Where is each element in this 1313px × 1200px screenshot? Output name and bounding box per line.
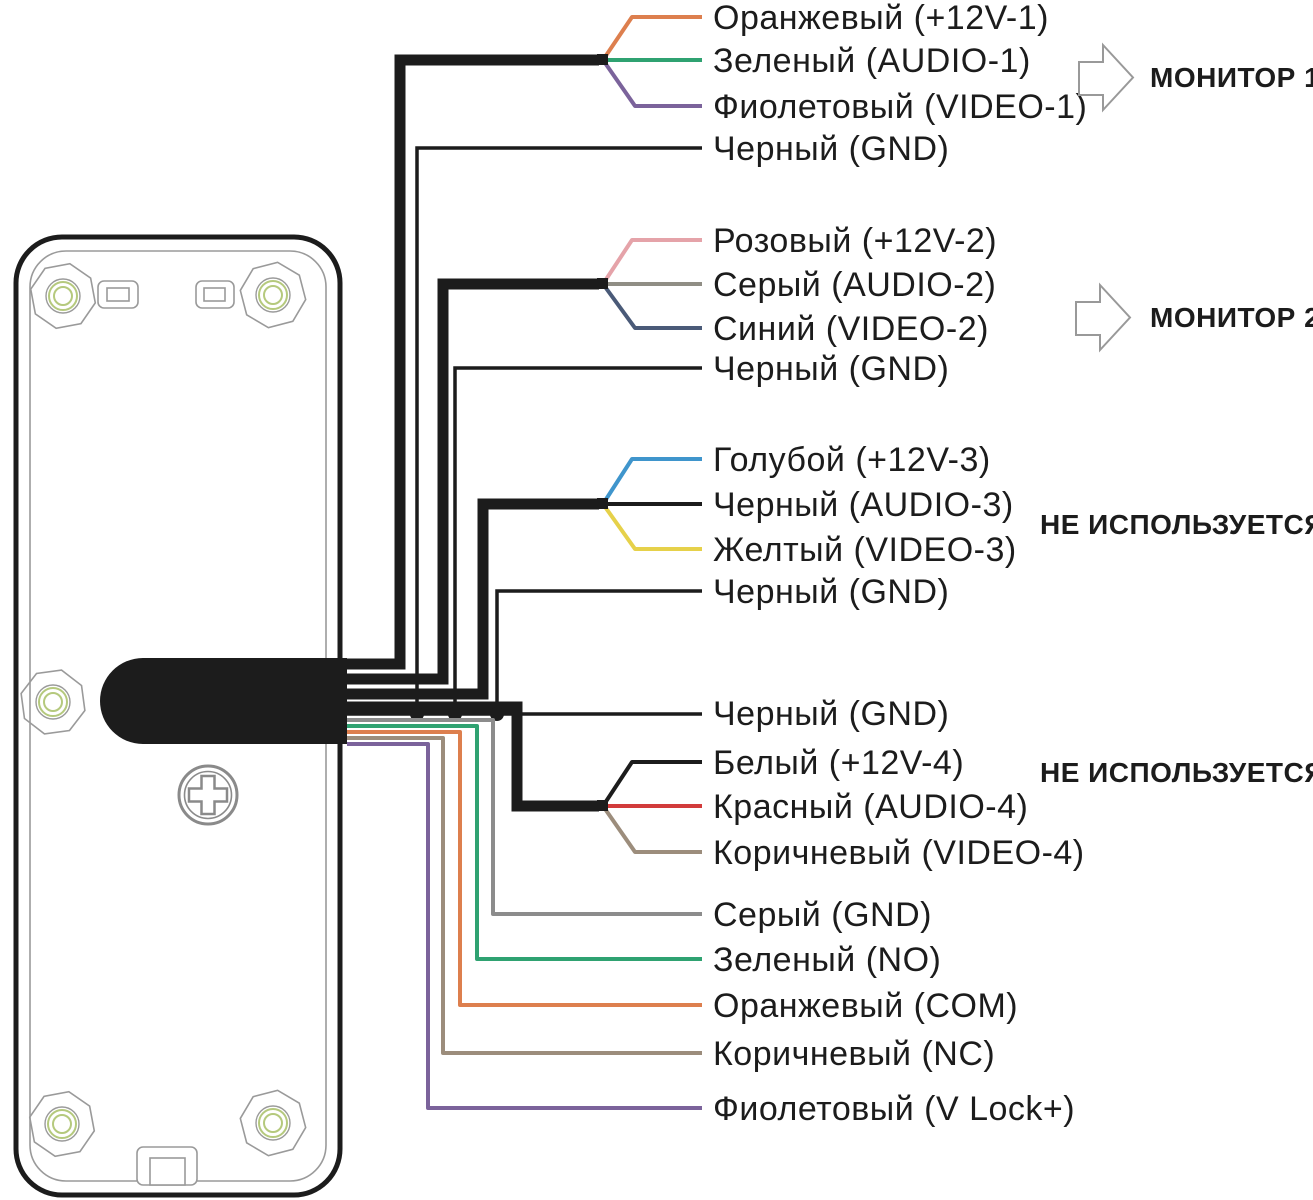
screw-boss-middle-left bbox=[20, 669, 86, 735]
cable bbox=[100, 658, 347, 744]
feeder-wire-group4 bbox=[347, 701, 599, 812]
wire-label: Коричневый (NC) bbox=[713, 1035, 995, 1073]
wire-label: Черный (AUDIO-3) bbox=[713, 486, 1014, 524]
wire-label: Розовый (+12V-2) bbox=[713, 222, 997, 260]
screw-boss-top-left bbox=[29, 262, 97, 330]
wire-blue-video2 bbox=[601, 282, 702, 330]
screw-boss-bottom-left bbox=[28, 1090, 96, 1158]
wire-label: Черный (GND) bbox=[713, 350, 949, 388]
panel-cutout-left bbox=[97, 280, 139, 309]
panel-cutout-right bbox=[195, 280, 235, 309]
wire-label: Черный (GND) bbox=[713, 695, 949, 733]
wire-brown-video4 bbox=[601, 804, 702, 854]
wire-brown-nc bbox=[347, 736, 702, 1055]
arrow-right-icon bbox=[1078, 42, 1135, 113]
phillips-screw bbox=[177, 764, 239, 826]
wire-label: Красный (AUDIO-4) bbox=[713, 788, 1028, 826]
wire-label: Голубой (+12V-3) bbox=[713, 441, 991, 479]
wire-pink-12v2 bbox=[601, 238, 702, 286]
junction-dot bbox=[490, 707, 504, 721]
wire-orange-12v1 bbox=[601, 15, 702, 62]
feeder-wire-monitor1 bbox=[347, 54, 599, 670]
wire-lightblue-12v3 bbox=[601, 457, 702, 506]
wire-white-12v4 bbox=[601, 760, 702, 808]
branch-nodes bbox=[597, 54, 608, 811]
gnd-junction-dots bbox=[410, 707, 504, 721]
wire-label: Коричневый (VIDEO-4) bbox=[713, 834, 1085, 872]
feeder-wire-group3 bbox=[347, 498, 599, 700]
wire-label: Черный (GND) bbox=[713, 573, 949, 611]
wire-violet-vlock bbox=[347, 742, 702, 1110]
wire-label: Белый (+12V-4) bbox=[713, 744, 964, 782]
panel-bottom-tab bbox=[136, 1146, 198, 1186]
wire-label: Зеленый (AUDIO-1) bbox=[713, 42, 1031, 80]
wire-green-no bbox=[347, 724, 702, 961]
wire-label: Фиолетовый (V Lock+) bbox=[713, 1090, 1075, 1128]
arrow-right-icon bbox=[1075, 282, 1132, 353]
branch-node bbox=[597, 498, 608, 509]
wire-label: Оранжевый (+12V-1) bbox=[713, 0, 1049, 37]
monitor1-callout: МОНИТОР 1 bbox=[1078, 42, 1313, 113]
screw-boss-bottom-right bbox=[239, 1089, 307, 1157]
junction-dot bbox=[410, 707, 424, 721]
wire-gnd-3 bbox=[495, 589, 702, 716]
phillips-cross bbox=[187, 774, 229, 816]
branch-node bbox=[597, 800, 608, 811]
wire-label: Фиолетовый (VIDEO-1) bbox=[713, 88, 1087, 126]
not-used-label-2: НЕ ИСПОЛЬЗУЕТСЯ bbox=[1040, 757, 1313, 788]
wire-orange-com bbox=[347, 730, 702, 1007]
feeder-wire-monitor2 bbox=[347, 278, 599, 685]
not-used-label-1: НЕ ИСПОЛЬЗУЕТСЯ bbox=[1040, 509, 1313, 540]
wire-label: Оранжевый (COM) bbox=[713, 987, 1018, 1025]
monitor2-label: МОНИТОР 2 bbox=[1150, 302, 1313, 333]
monitor1-label: МОНИТОР 1 bbox=[1150, 62, 1313, 93]
wire-yellow-video3 bbox=[601, 502, 702, 551]
junction-dot bbox=[448, 707, 462, 721]
branch-node bbox=[597, 278, 608, 289]
wire-label: Зеленый (NO) bbox=[713, 941, 941, 979]
wire-label: Серый (AUDIO-2) bbox=[713, 266, 996, 304]
wire-label: Серый (GND) bbox=[713, 896, 932, 934]
wire-gray-gnd bbox=[347, 718, 702, 916]
wire-gnd-1 bbox=[415, 146, 702, 716]
monitor2-callout: МОНИТОР 2 bbox=[1075, 282, 1313, 353]
wire-label: Черный (GND) bbox=[713, 130, 949, 168]
screw-boss-top-right bbox=[239, 261, 307, 329]
wire-label: Желтый (VIDEO-3) bbox=[713, 531, 1017, 569]
branch-node bbox=[597, 54, 608, 65]
wire-gnd-2 bbox=[453, 366, 702, 716]
wire-violet-video1 bbox=[601, 58, 702, 108]
wire-label: Синий (VIDEO-2) bbox=[713, 310, 989, 348]
